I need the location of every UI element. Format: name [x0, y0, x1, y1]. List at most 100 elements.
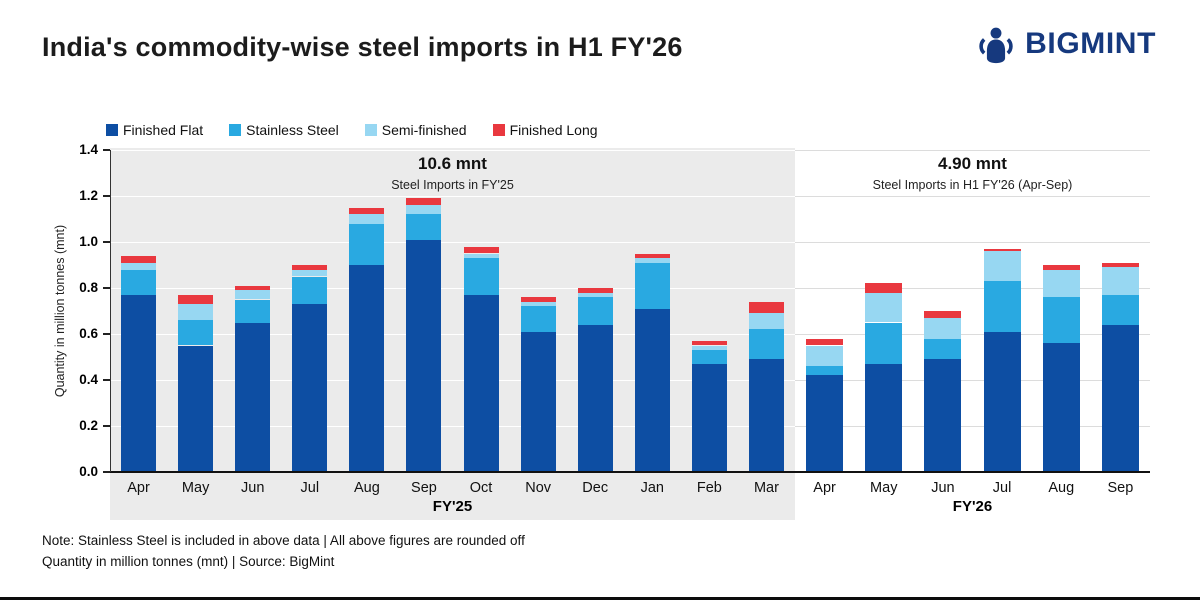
- bar-segment-semi-finished: [634, 258, 670, 263]
- y-axis-line: [110, 150, 111, 472]
- x-axis-group-label-fy-25: FY'25: [432, 498, 473, 515]
- bar-segment-finished-long: [924, 311, 962, 318]
- y-tick-label: 1.2: [79, 188, 98, 203]
- bar-segment-finished-flat: [178, 345, 214, 472]
- x-axis-line: [110, 471, 1150, 473]
- bar-segment-finished-flat: [634, 308, 670, 472]
- x-tick-label: Jun: [931, 480, 955, 496]
- bar-segment-finished-long: [806, 338, 844, 346]
- x-tick-label: Aug: [353, 480, 380, 496]
- bigmint-logo: BIGMINT: [976, 24, 1156, 64]
- bar-segment-finished-long: [178, 294, 214, 305]
- bar-segment-semi-finished: [349, 214, 385, 224]
- bar-segment-finished-long: [235, 285, 271, 291]
- legend-item-semi-finished: Semi-finished: [364, 122, 467, 138]
- y-tick-mark: [103, 287, 110, 289]
- y-tick-mark: [103, 425, 110, 427]
- x-tick-label: Apr: [813, 480, 836, 496]
- gridline: [110, 241, 1150, 243]
- gridline: [110, 425, 1150, 427]
- legend-label: Semi-finished: [381, 122, 467, 138]
- bar-segment-finished-flat: [520, 331, 556, 472]
- bar-segment-semi-finished: [121, 262, 157, 270]
- bar-segment-stainless-steel: [806, 366, 844, 376]
- bar-segment-finished-long: [634, 253, 670, 259]
- bar-segment-semi-finished: [463, 253, 499, 259]
- annotation-value-fy-26: 4.90 mnt: [938, 154, 1007, 173]
- bottom-divider: [0, 597, 1200, 600]
- bar-segment-finished-flat: [865, 363, 903, 472]
- bigmint-logo-icon: [979, 27, 1013, 64]
- bar-segment-finished-long: [349, 207, 385, 215]
- bigmint-logo-text: BIGMINT: [1025, 27, 1156, 60]
- bar-segment-finished-long: [577, 288, 613, 293]
- bar-segment-finished-long: [520, 297, 556, 302]
- bar-segment-stainless-steel: [748, 329, 784, 360]
- legend-item-stainless-steel: Stainless Steel: [229, 122, 339, 138]
- legend-item-finished-long: Finished Long: [492, 122, 598, 138]
- bar-segment-semi-finished: [924, 317, 962, 339]
- x-tick-label: May: [181, 480, 210, 496]
- page-title: India's commodity-wise steel imports in …: [42, 32, 683, 62]
- annotation-value-fy-25: 10.6 mnt: [418, 154, 487, 173]
- bar-segment-semi-finished: [520, 301, 556, 307]
- bar-segment-finished-flat: [292, 304, 328, 472]
- y-tick-label: 0.8: [79, 280, 98, 295]
- annotation-caption-fy-26: Steel Imports in H1 FY'26 (Apr-Sep): [872, 178, 1073, 192]
- bar-segment-stainless-steel: [983, 281, 1021, 332]
- note-line-1: Note: Stainless Steel is included in abo…: [42, 533, 525, 548]
- x-axis-group-label-fy-26: FY'26: [952, 498, 993, 515]
- bar-segment-stainless-steel: [577, 297, 613, 325]
- bar-segment-semi-finished: [178, 304, 214, 321]
- x-tick-label: May: [870, 480, 898, 496]
- bar-segment-finished-long: [748, 301, 784, 314]
- bar-segment-finished-flat: [748, 359, 784, 472]
- bar-segment-semi-finished: [1101, 267, 1139, 295]
- gridline: [110, 195, 1150, 197]
- bar-segment-finished-flat: [121, 294, 157, 472]
- y-tick-label: 0.0: [79, 464, 98, 479]
- bar-segment-stainless-steel: [1042, 297, 1080, 344]
- bar-segment-finished-flat: [406, 239, 442, 472]
- bar-segment-finished-long: [121, 255, 157, 263]
- legend-swatch-icon: [364, 124, 377, 136]
- gridline: [110, 379, 1150, 381]
- bar-segment-stainless-steel: [406, 214, 442, 240]
- y-tick-mark: [103, 333, 110, 335]
- bar-segment-semi-finished: [292, 269, 328, 277]
- bar-segment-finished-long: [406, 198, 442, 206]
- legend-swatch-icon: [492, 124, 505, 136]
- bar-segment-stainless-steel: [121, 269, 157, 295]
- bar-segment-finished-long: [865, 283, 903, 293]
- bar-segment-stainless-steel: [178, 320, 214, 346]
- bar-segment-finished-flat: [806, 375, 844, 472]
- footnotes: Note: Stainless Steel is included in abo…: [42, 530, 525, 572]
- legend-label: Stainless Steel: [246, 122, 339, 138]
- x-tick-label: Dec: [582, 480, 609, 496]
- legend-label: Finished Long: [509, 122, 598, 138]
- legend-swatch-icon: [106, 124, 118, 136]
- bar-segment-semi-finished: [865, 292, 903, 323]
- x-tick-label: Feb: [696, 480, 722, 496]
- bar-segment-finished-long: [463, 246, 499, 254]
- y-tick-label: 1.0: [79, 234, 98, 249]
- chart-legend: Finished Flat Stainless Steel Semi-finishe…: [106, 122, 598, 138]
- legend-item-finished-flat: Finished Flat: [106, 122, 203, 138]
- bar-segment-semi-finished: [1042, 269, 1080, 298]
- y-tick-mark: [103, 149, 110, 151]
- y-tick-mark: [103, 195, 110, 197]
- legend-label: Finished Flat: [123, 122, 204, 138]
- bar-segment-finished-flat: [235, 322, 271, 472]
- y-tick-label: 0.6: [79, 326, 98, 341]
- bar-segment-semi-finished: [577, 292, 613, 298]
- x-tick-label: Jan: [640, 480, 664, 496]
- bar-segment-stainless-steel: [235, 299, 271, 323]
- bar-segment-semi-finished: [806, 345, 844, 367]
- bar-segment-stainless-steel: [292, 276, 328, 305]
- bar-segment-finished-flat: [1042, 343, 1080, 472]
- bar-segment-finished-long: [691, 340, 727, 346]
- bar-segment-stainless-steel: [691, 350, 727, 364]
- bar-segment-stainless-steel: [463, 258, 499, 295]
